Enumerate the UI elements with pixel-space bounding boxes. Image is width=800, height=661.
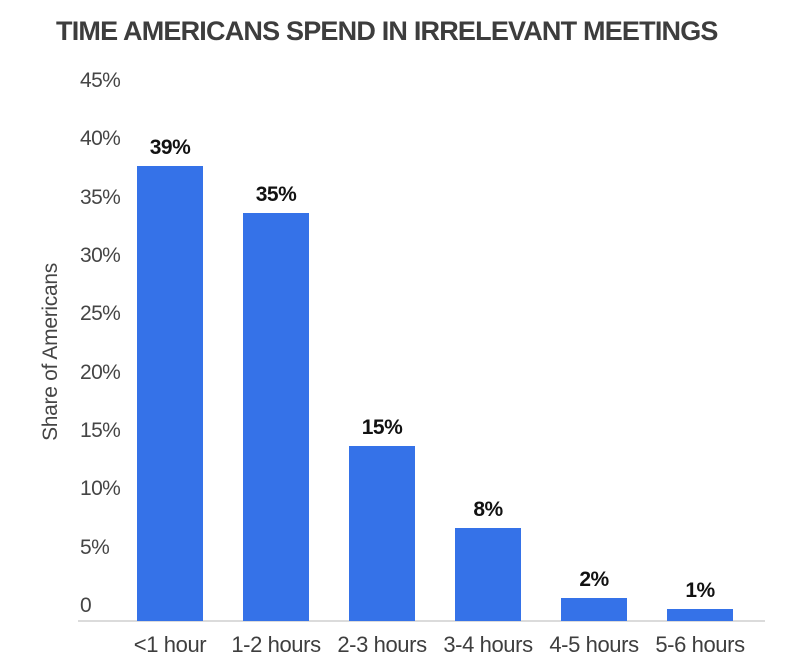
bar [137,166,203,621]
x-category-label: <1 hour [133,632,207,657]
bar-value-label: 35% [255,183,297,206]
y-tick-label: 30% [80,243,121,267]
bar-value-label: 1% [685,579,715,602]
y-tick-label: 0 [80,594,92,617]
y-axis-title: Share of Americans [39,263,62,441]
x-category-label: 1-2 hours [231,632,321,657]
y-tick-label: 45% [80,68,121,92]
x-category-label: 5-6 hours [655,632,745,657]
x-axis-line [78,620,765,622]
y-tick-label: 25% [80,302,121,326]
bar [349,446,415,621]
chart-title: TIME AMERICANS SPEND IN IRRELEVANT MEETI… [56,16,718,46]
y-tick-label: 15% [80,418,121,442]
x-category-label: 3-4 hours [443,632,533,657]
bar [243,213,309,621]
bar-value-label: 39% [149,136,191,159]
bar-value-label: 8% [473,498,503,521]
y-tick-label: 10% [80,477,121,501]
x-category-label: 2-3 hours [337,632,427,657]
bar [561,598,627,621]
bar [455,528,521,621]
y-tick-label: 40% [80,127,121,151]
x-category-label: 4-5 hours [549,632,639,657]
y-tick-label: 35% [80,185,121,209]
bar-value-label: 2% [579,568,609,591]
bar [667,609,733,621]
bar-value-label: 15% [361,416,403,439]
y-tick-label: 20% [80,360,121,384]
y-tick-label: 5% [80,535,110,559]
